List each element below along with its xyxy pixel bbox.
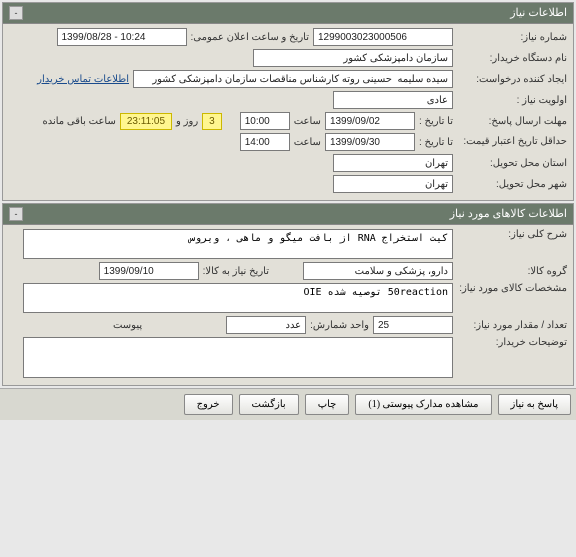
deadline-date-input: [325, 112, 415, 130]
attach-label: پیوست: [113, 320, 142, 331]
print-button[interactable]: چاپ: [305, 394, 350, 415]
panel2-toggle-icon[interactable]: -: [9, 207, 23, 221]
view-attachments-button[interactable]: مشاهده مدارک پیوستی (1): [355, 394, 491, 415]
panel1-toggle-icon[interactable]: -: [9, 6, 23, 20]
qty-input: [373, 316, 453, 334]
hour-label: ساعت: [294, 116, 321, 127]
qty-label: تعداد / مقدار مورد نیاز:: [457, 320, 567, 331]
group-input: [303, 262, 453, 280]
spec-textarea: [23, 283, 453, 313]
group-label: گروه کالا:: [457, 266, 567, 277]
need-number-input: [313, 28, 453, 46]
buyer-notes-label: توضیحات خریدار:: [457, 337, 567, 348]
footer-toolbar: پاسخ به نیاز مشاهده مدارک پیوستی (1) چاپ…: [0, 388, 576, 420]
panel1-header: اطلاعات نیاز -: [3, 3, 573, 24]
unit-input: [226, 316, 306, 334]
days-label: روز و: [176, 116, 198, 127]
delivery-city-input: [333, 175, 453, 193]
deadline-main-label: مهلت ارسال پاسخ:: [457, 116, 567, 127]
deadline-hour-input: [240, 112, 290, 130]
remain-label: ساعت باقی مانده: [42, 116, 115, 127]
spec-label: مشخصات کالای مورد نیاز:: [457, 283, 567, 294]
exit-button[interactable]: خروج: [184, 394, 233, 415]
unit-label: واحد شمارش:: [310, 320, 369, 331]
min-validity-date-input: [325, 133, 415, 151]
public-announce-input: [57, 28, 187, 46]
need-number-label: شماره نیاز:: [457, 32, 567, 43]
contact-link[interactable]: اطلاعات تماس خریدار: [37, 74, 129, 85]
delivery-province-input: [333, 154, 453, 172]
desc-textarea: [23, 229, 453, 259]
requester-input: [133, 70, 453, 88]
desc-label: شرح کلی نیاز:: [457, 229, 567, 240]
delivery-city-label: شهر محل تحویل:: [457, 179, 567, 190]
time-remain: 23:11:05: [120, 113, 172, 130]
buyer-org-input: [253, 49, 453, 67]
hour-label2: ساعت: [294, 137, 321, 148]
delivery-province-label: استان محل تحویل:: [457, 158, 567, 169]
back-button[interactable]: بازگشت: [239, 394, 299, 415]
need-date-input: [99, 262, 199, 280]
to-date-label2: تا تاریخ :: [419, 137, 453, 148]
priority-label: اولویت نیاز :: [457, 95, 567, 106]
need-info-panel: اطلاعات نیاز - شماره نیاز: تاریخ و ساعت …: [2, 2, 574, 201]
min-validity-hour-input: [240, 133, 290, 151]
min-validity-label: حداقل تاریخ اعتبار قیمت:: [457, 136, 567, 148]
goods-info-panel: اطلاعات کالاهای مورد نیاز - شرح کلی نیاز…: [2, 203, 574, 386]
panel2-title: اطلاعات کالاهای مورد نیاز: [450, 207, 567, 221]
respond-button[interactable]: پاسخ به نیاز: [498, 394, 572, 415]
buyer-notes-textarea: [23, 337, 453, 378]
requester-label: ایجاد کننده درخواست:: [457, 74, 567, 85]
to-date-label: تا تاریخ :: [419, 116, 453, 127]
panel2-header: اطلاعات کالاهای مورد نیاز -: [3, 204, 573, 225]
days-remain: 3: [202, 113, 222, 130]
public-announce-label: تاریخ و ساعت اعلان عمومی:: [191, 32, 310, 43]
panel1-title: اطلاعات نیاز: [510, 6, 567, 20]
priority-input: [333, 91, 453, 109]
need-date-label: تاریخ نیاز به کالا:: [203, 266, 269, 277]
buyer-org-label: نام دستگاه خریدار:: [457, 53, 567, 64]
